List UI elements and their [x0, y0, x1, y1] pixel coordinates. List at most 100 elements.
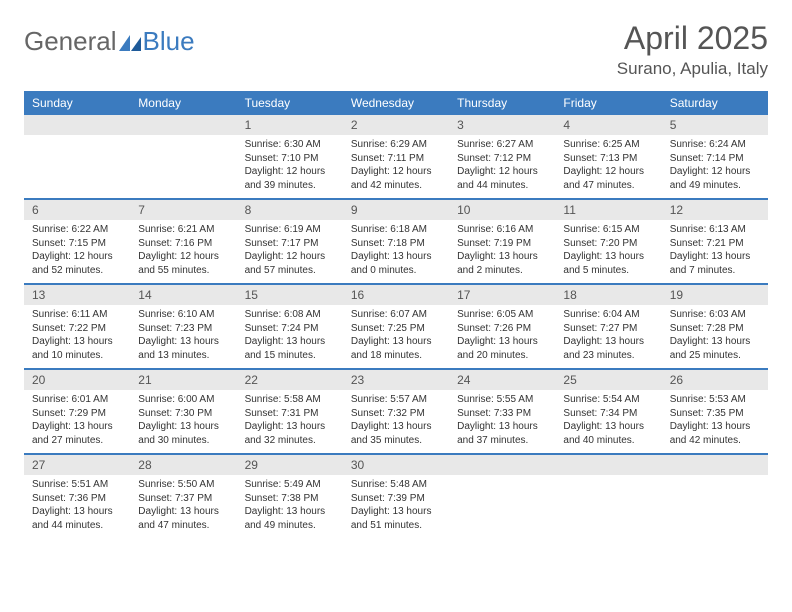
daylight-text: Daylight: 12 hours and 55 minutes. [138, 250, 228, 277]
calendar-week-row: 13Sunrise: 6:11 AMSunset: 7:22 PMDayligh… [24, 284, 768, 369]
daylight-text: Daylight: 13 hours and 25 minutes. [670, 335, 760, 362]
sunset-text: Sunset: 7:27 PM [563, 322, 653, 336]
sunrise-text: Sunrise: 6:16 AM [457, 223, 547, 237]
calendar-week-row: 27Sunrise: 5:51 AMSunset: 7:36 PMDayligh… [24, 454, 768, 538]
day-number: 5 [662, 115, 768, 135]
sunset-text: Sunset: 7:25 PM [351, 322, 441, 336]
sunset-text: Sunset: 7:23 PM [138, 322, 228, 336]
weekday-header: Wednesday [343, 91, 449, 115]
day-number: 23 [343, 370, 449, 390]
calendar-day-cell: 23Sunrise: 5:57 AMSunset: 7:32 PMDayligh… [343, 369, 449, 454]
logo: General Blue [24, 20, 195, 57]
location-text: Surano, Apulia, Italy [617, 59, 768, 79]
daylight-text: Daylight: 12 hours and 47 minutes. [563, 165, 653, 192]
day-number [130, 115, 236, 135]
sunrise-text: Sunrise: 6:00 AM [138, 393, 228, 407]
daylight-text: Daylight: 13 hours and 47 minutes. [138, 505, 228, 532]
logo-mark-icon [119, 33, 141, 51]
calendar-day-cell [130, 115, 236, 199]
day-details: Sunrise: 5:54 AMSunset: 7:34 PMDaylight:… [555, 390, 661, 453]
day-details: Sunrise: 6:25 AMSunset: 7:13 PMDaylight:… [555, 135, 661, 198]
sunset-text: Sunset: 7:31 PM [245, 407, 335, 421]
calendar-day-cell: 12Sunrise: 6:13 AMSunset: 7:21 PMDayligh… [662, 199, 768, 284]
sunset-text: Sunset: 7:21 PM [670, 237, 760, 251]
day-number: 10 [449, 200, 555, 220]
day-details: Sunrise: 5:55 AMSunset: 7:33 PMDaylight:… [449, 390, 555, 453]
sunrise-text: Sunrise: 5:51 AM [32, 478, 122, 492]
day-details: Sunrise: 5:57 AMSunset: 7:32 PMDaylight:… [343, 390, 449, 453]
sunrise-text: Sunrise: 6:18 AM [351, 223, 441, 237]
daylight-text: Daylight: 13 hours and 18 minutes. [351, 335, 441, 362]
sunset-text: Sunset: 7:26 PM [457, 322, 547, 336]
sunrise-text: Sunrise: 6:08 AM [245, 308, 335, 322]
logo-text-blue: Blue [143, 26, 195, 57]
daylight-text: Daylight: 12 hours and 52 minutes. [32, 250, 122, 277]
day-number: 21 [130, 370, 236, 390]
day-details: Sunrise: 5:58 AMSunset: 7:31 PMDaylight:… [237, 390, 343, 453]
day-number: 1 [237, 115, 343, 135]
month-title: April 2025 [617, 20, 768, 57]
sunset-text: Sunset: 7:38 PM [245, 492, 335, 506]
daylight-text: Daylight: 13 hours and 20 minutes. [457, 335, 547, 362]
calendar-day-cell [24, 115, 130, 199]
sunrise-text: Sunrise: 5:53 AM [670, 393, 760, 407]
calendar-day-cell [662, 454, 768, 538]
sunrise-text: Sunrise: 5:58 AM [245, 393, 335, 407]
sunset-text: Sunset: 7:12 PM [457, 152, 547, 166]
calendar-day-cell: 7Sunrise: 6:21 AMSunset: 7:16 PMDaylight… [130, 199, 236, 284]
calendar-day-cell: 3Sunrise: 6:27 AMSunset: 7:12 PMDaylight… [449, 115, 555, 199]
sunrise-text: Sunrise: 5:54 AM [563, 393, 653, 407]
day-number: 27 [24, 455, 130, 475]
daylight-text: Daylight: 13 hours and 49 minutes. [245, 505, 335, 532]
calendar-day-cell: 6Sunrise: 6:22 AMSunset: 7:15 PMDaylight… [24, 199, 130, 284]
calendar-week-row: 6Sunrise: 6:22 AMSunset: 7:15 PMDaylight… [24, 199, 768, 284]
calendar-day-cell: 10Sunrise: 6:16 AMSunset: 7:19 PMDayligh… [449, 199, 555, 284]
weekday-header: Thursday [449, 91, 555, 115]
day-details: Sunrise: 6:15 AMSunset: 7:20 PMDaylight:… [555, 220, 661, 283]
daylight-text: Daylight: 12 hours and 49 minutes. [670, 165, 760, 192]
weekday-header: Friday [555, 91, 661, 115]
daylight-text: Daylight: 12 hours and 42 minutes. [351, 165, 441, 192]
sunrise-text: Sunrise: 6:10 AM [138, 308, 228, 322]
day-number: 16 [343, 285, 449, 305]
sunrise-text: Sunrise: 6:05 AM [457, 308, 547, 322]
day-details: Sunrise: 6:11 AMSunset: 7:22 PMDaylight:… [24, 305, 130, 368]
daylight-text: Daylight: 12 hours and 44 minutes. [457, 165, 547, 192]
daylight-text: Daylight: 13 hours and 15 minutes. [245, 335, 335, 362]
day-number: 19 [662, 285, 768, 305]
day-number: 15 [237, 285, 343, 305]
sunrise-text: Sunrise: 5:48 AM [351, 478, 441, 492]
day-details: Sunrise: 6:21 AMSunset: 7:16 PMDaylight:… [130, 220, 236, 283]
day-number: 6 [24, 200, 130, 220]
calendar-day-cell: 5Sunrise: 6:24 AMSunset: 7:14 PMDaylight… [662, 115, 768, 199]
day-number [24, 115, 130, 135]
day-details: Sunrise: 6:19 AMSunset: 7:17 PMDaylight:… [237, 220, 343, 283]
day-number: 24 [449, 370, 555, 390]
sunset-text: Sunset: 7:35 PM [670, 407, 760, 421]
calendar-day-cell: 17Sunrise: 6:05 AMSunset: 7:26 PMDayligh… [449, 284, 555, 369]
day-details: Sunrise: 6:08 AMSunset: 7:24 PMDaylight:… [237, 305, 343, 368]
sunrise-text: Sunrise: 6:21 AM [138, 223, 228, 237]
calendar-day-cell: 24Sunrise: 5:55 AMSunset: 7:33 PMDayligh… [449, 369, 555, 454]
day-number: 12 [662, 200, 768, 220]
sunset-text: Sunset: 7:11 PM [351, 152, 441, 166]
sunset-text: Sunset: 7:29 PM [32, 407, 122, 421]
calendar-day-cell: 28Sunrise: 5:50 AMSunset: 7:37 PMDayligh… [130, 454, 236, 538]
calendar-day-cell: 11Sunrise: 6:15 AMSunset: 7:20 PMDayligh… [555, 199, 661, 284]
day-number: 14 [130, 285, 236, 305]
calendar-day-cell: 26Sunrise: 5:53 AMSunset: 7:35 PMDayligh… [662, 369, 768, 454]
calendar-day-cell: 29Sunrise: 5:49 AMSunset: 7:38 PMDayligh… [237, 454, 343, 538]
sunrise-text: Sunrise: 6:25 AM [563, 138, 653, 152]
day-details: Sunrise: 6:18 AMSunset: 7:18 PMDaylight:… [343, 220, 449, 283]
calendar-day-cell: 19Sunrise: 6:03 AMSunset: 7:28 PMDayligh… [662, 284, 768, 369]
logo-text-general: General [24, 26, 117, 57]
daylight-text: Daylight: 13 hours and 27 minutes. [32, 420, 122, 447]
day-number [662, 455, 768, 475]
calendar-week-row: 20Sunrise: 6:01 AMSunset: 7:29 PMDayligh… [24, 369, 768, 454]
day-number: 7 [130, 200, 236, 220]
sunrise-text: Sunrise: 6:01 AM [32, 393, 122, 407]
calendar-day-cell: 15Sunrise: 6:08 AMSunset: 7:24 PMDayligh… [237, 284, 343, 369]
day-number: 11 [555, 200, 661, 220]
sunrise-text: Sunrise: 5:55 AM [457, 393, 547, 407]
sunset-text: Sunset: 7:10 PM [245, 152, 335, 166]
